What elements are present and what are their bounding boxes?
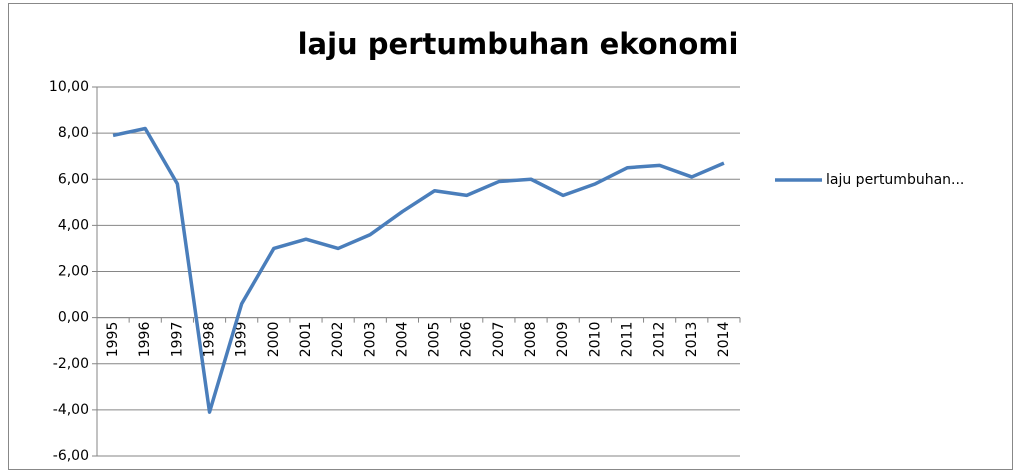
y-tick-label: 10,00	[49, 79, 89, 95]
y-tick-label: 4,00	[58, 217, 89, 233]
y-tick-label: 6,00	[58, 171, 89, 187]
x-tick-label: 2003	[362, 322, 378, 358]
x-tick-label: 1995	[105, 322, 121, 358]
legend-label: laju pertumbuhan...	[826, 172, 964, 188]
x-tick-label: 2009	[555, 322, 571, 358]
x-tick-label: 1996	[137, 322, 153, 358]
x-tick-label: 1999	[234, 322, 250, 358]
x-tick-label: 2012	[652, 322, 668, 358]
y-tick-label: -2,00	[53, 356, 89, 372]
data-line	[112, 126, 725, 414]
x-tick-label: 2011	[619, 322, 635, 358]
y-tick-label: -4,00	[53, 402, 89, 418]
x-tick-label: 2006	[459, 322, 475, 358]
chart-border	[8, 3, 1013, 470]
y-tick-label: -6,00	[53, 448, 89, 464]
y-tick-label: 8,00	[58, 125, 89, 141]
x-tick-label: 2013	[684, 322, 700, 358]
x-tick-label: 2010	[587, 322, 603, 358]
x-tick-label: 1997	[169, 322, 185, 358]
x-tick-label: 2002	[330, 322, 346, 358]
chart-title: laju pertumbuhan ekonomi	[298, 27, 739, 61]
x-tick-label: 2000	[266, 322, 282, 358]
x-tick-label: 2004	[394, 322, 410, 358]
x-tick-label: 2008	[523, 322, 539, 358]
x-tick-label: 2014	[716, 322, 732, 358]
x-tick-label: 2007	[491, 322, 507, 358]
y-tick-label: 0,00	[58, 310, 89, 326]
x-tick-label: 2001	[298, 322, 314, 358]
x-tick-label: 1998	[202, 322, 218, 358]
x-tick-label: 2005	[427, 322, 443, 358]
y-tick-label: 2,00	[58, 264, 89, 280]
